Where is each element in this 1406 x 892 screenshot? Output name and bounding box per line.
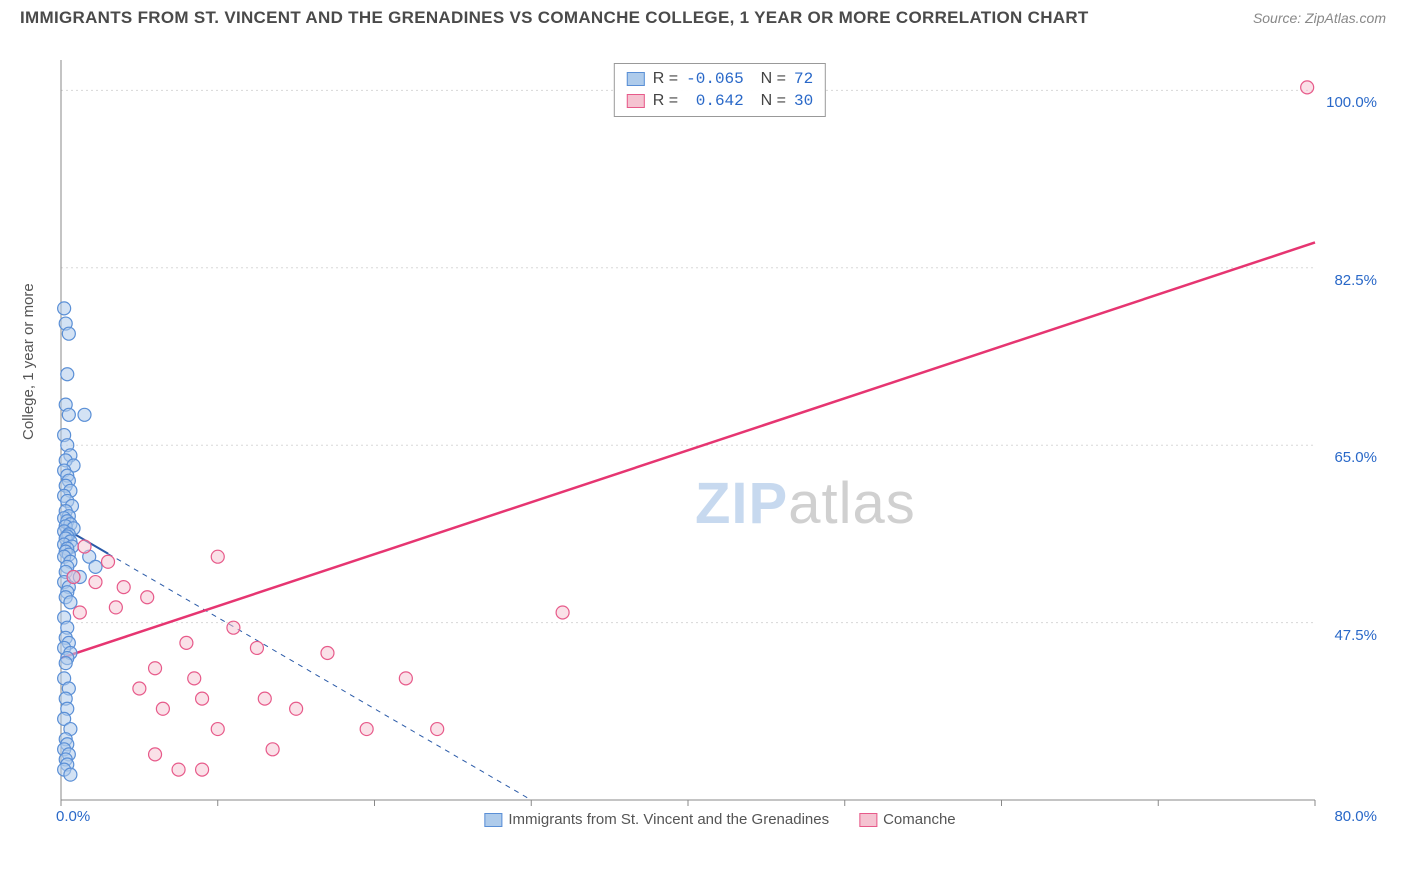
correlation-legend: R = -0.065 N = 72 R = 0.642 N = 30: [614, 63, 826, 117]
legend-item-1: Immigrants from St. Vincent and the Gren…: [484, 811, 829, 828]
chart-area: R = -0.065 N = 72 R = 0.642 N = 30 ZIPat…: [55, 50, 1385, 830]
n-label: N =: [752, 70, 786, 88]
y-axis-label: College, 1 year or more: [20, 283, 37, 440]
chart-title: IMMIGRANTS FROM ST. VINCENT AND THE GREN…: [20, 8, 1089, 28]
y-tick-label: 47.5%: [1334, 627, 1377, 644]
y-tick-label: 65.0%: [1334, 449, 1377, 466]
legend-item-2: Comanche: [859, 811, 956, 828]
legend-swatch-icon: [484, 813, 502, 827]
y-tick-label: 82.5%: [1334, 272, 1377, 289]
legend-row-series1: R = -0.065 N = 72: [627, 68, 813, 90]
legend-swatch-2: [627, 94, 645, 108]
r-value-2: 0.642: [686, 92, 744, 110]
n-label: N =: [752, 92, 786, 110]
series-legend: Immigrants from St. Vincent and the Gren…: [484, 811, 955, 828]
n-value-1: 72: [794, 70, 813, 88]
x-tick-label: 80.0%: [1334, 808, 1377, 825]
scatter-plot: [55, 50, 1385, 830]
r-label: R =: [653, 92, 678, 110]
r-label: R =: [653, 70, 678, 88]
source-name: ZipAtlas.com: [1305, 10, 1386, 26]
source-attribution: Source: ZipAtlas.com: [1253, 10, 1386, 26]
legend-swatch-1: [627, 72, 645, 86]
legend-swatch-icon: [859, 813, 877, 827]
n-value-2: 30: [794, 92, 813, 110]
legend-label-1: Immigrants from St. Vincent and the Gren…: [508, 811, 829, 828]
legend-label-2: Comanche: [883, 811, 956, 828]
legend-row-series2: R = 0.642 N = 30: [627, 90, 813, 112]
source-prefix: Source:: [1253, 10, 1305, 26]
chart-header: IMMIGRANTS FROM ST. VINCENT AND THE GREN…: [0, 0, 1406, 32]
x-tick-label: 0.0%: [56, 808, 90, 825]
r-value-1: -0.065: [686, 70, 744, 88]
y-tick-label: 100.0%: [1326, 94, 1377, 111]
